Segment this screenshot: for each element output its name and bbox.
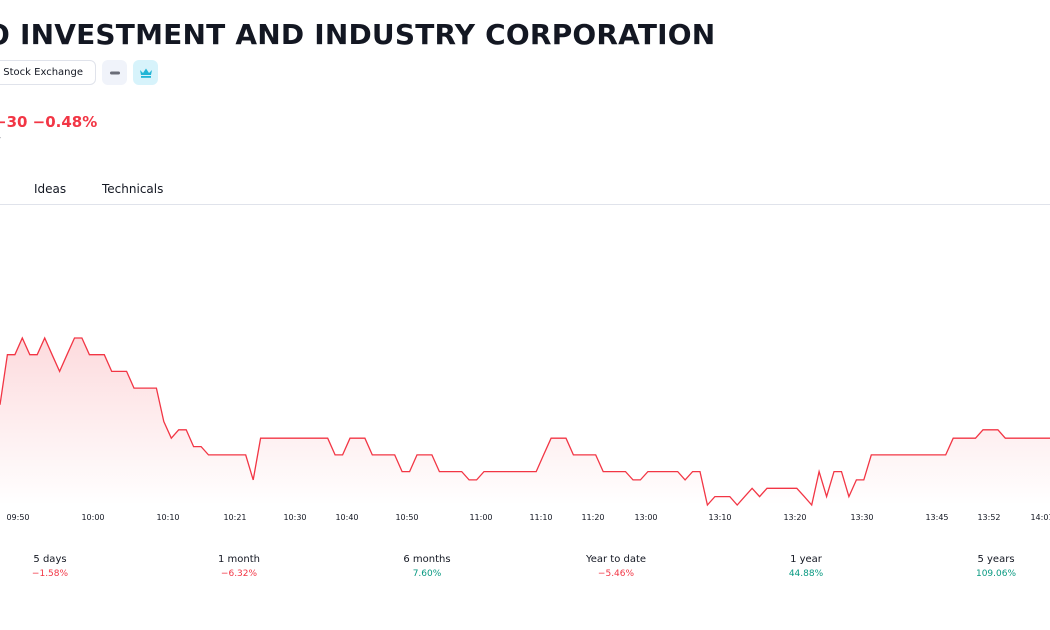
x-tick-label: 14:01 [1030, 513, 1050, 522]
x-tick-label: 10:40 [335, 513, 358, 522]
x-tick-label: 10:10 [156, 513, 179, 522]
x-tick-label: 09:50 [6, 513, 29, 522]
price-change: −30 −0.48% [0, 113, 98, 131]
period-5-days[interactable]: 5 days −1.58% [0, 554, 100, 579]
period-value: −1.58% [31, 569, 69, 579]
period-year-to-date[interactable]: Year to date −5.46% [566, 554, 666, 579]
period-label: 6 months [403, 554, 451, 565]
tab-bar: Ideas Technicals [0, 182, 1050, 205]
x-tick-label: 13:10 [708, 513, 731, 522]
chart-price-line [0, 336, 1050, 507]
period-label: 1 year [790, 554, 822, 565]
period-value: 109.06% [975, 569, 1017, 579]
x-tick-label: 11:20 [581, 513, 604, 522]
price-chart[interactable]: 09:50 10:00 10:10 10:21 10:30 10:40 10:50 11:00… [0, 205, 1050, 530]
tab-technicals[interactable]: Technicals [102, 182, 164, 196]
x-tick-label: 11:10 [529, 513, 552, 522]
page-title: O INVESTMENT AND INDUSTRY CORPORATION [0, 18, 716, 51]
x-tick-label: 11:00 [469, 513, 492, 522]
x-tick-label: 10:00 [81, 513, 104, 522]
crown-button[interactable] [133, 60, 158, 85]
x-tick-label: 13:30 [850, 513, 873, 522]
x-tick-label: 13:00 [634, 513, 657, 522]
period-6-months[interactable]: 6 months 7.60% [377, 554, 477, 579]
period-value: 44.88% [788, 569, 824, 579]
x-tick-label: 10:50 [395, 513, 418, 522]
minus-button[interactable] [102, 60, 127, 85]
period-value: −5.46% [597, 569, 635, 579]
x-axis-ticks: 09:50 10:00 10:10 10:21 10:30 10:40 10:50 11:00… [6, 513, 1050, 522]
exchange-button[interactable]: h Stock Exchange [0, 60, 96, 85]
period-value: −6.32% [220, 569, 258, 579]
period-label: 5 days [33, 554, 67, 565]
minus-icon [109, 71, 120, 74]
period-1-month[interactable]: 1 month −6.32% [189, 554, 289, 579]
x-tick-label: 13:52 [977, 513, 1000, 522]
chart-area-fill [0, 338, 1050, 505]
period-value: 7.60% [412, 569, 442, 579]
tab-ideas[interactable]: Ideas [34, 182, 67, 196]
period-1-year[interactable]: 1 year 44.88% [756, 554, 856, 579]
exchange-label: h Stock Exchange [0, 67, 83, 78]
crown-icon [139, 68, 152, 78]
period-5-years[interactable]: 5 years 109.06% [946, 554, 1046, 579]
x-tick-label: 10:21 [223, 513, 246, 522]
x-tick-label: 10:30 [283, 513, 306, 522]
x-tick-label: 13:20 [783, 513, 806, 522]
period-label: Year to date [585, 554, 647, 565]
x-tick-label: 13:45 [925, 513, 948, 522]
period-label: 5 years [977, 554, 1015, 565]
period-label: 1 month [218, 554, 260, 565]
price-change-subtext: 7 [0, 136, 1, 147]
